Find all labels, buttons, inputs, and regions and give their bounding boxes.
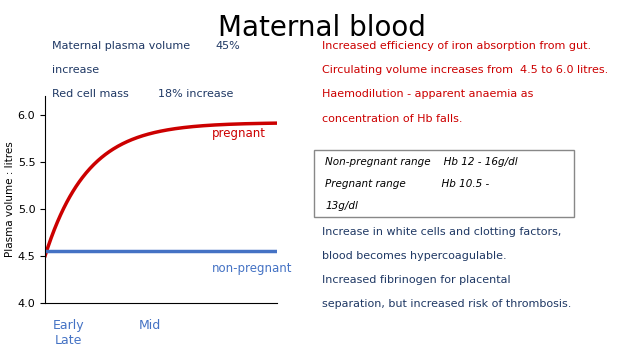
Text: pregnant: pregnant (212, 127, 266, 140)
Text: separation, but increased risk of thrombosis.: separation, but increased risk of thromb… (322, 299, 571, 309)
Text: Non-pregnant range    Hb 12 - 16g/dl: Non-pregnant range Hb 12 - 16g/dl (325, 157, 518, 166)
Text: blood becomes hypercoagulable.: blood becomes hypercoagulable. (322, 251, 507, 261)
Text: 18% increase: 18% increase (158, 89, 233, 99)
Text: Mid: Mid (138, 319, 160, 332)
Text: Maternal plasma volume: Maternal plasma volume (52, 41, 189, 51)
Text: Pregnant range           Hb 10.5 -: Pregnant range Hb 10.5 - (325, 179, 489, 189)
Text: Red cell mass: Red cell mass (52, 89, 128, 99)
Text: Increased fibrinogen for placental: Increased fibrinogen for placental (322, 275, 511, 285)
Text: Circulating volume increases from  4.5 to 6.0 litres.: Circulating volume increases from 4.5 to… (322, 65, 608, 75)
Text: concentration of Hb falls.: concentration of Hb falls. (322, 114, 462, 123)
Text: increase: increase (52, 65, 99, 75)
Text: non-pregnant: non-pregnant (212, 261, 292, 275)
Text: Increased efficiency of iron absorption from gut.: Increased efficiency of iron absorption … (322, 41, 591, 51)
Text: Early
Late: Early Late (52, 319, 84, 344)
Text: 45%: 45% (216, 41, 240, 51)
Text: Increase in white cells and clotting factors,: Increase in white cells and clotting fac… (322, 227, 562, 237)
Y-axis label: Plasma volume : litres: Plasma volume : litres (5, 142, 15, 257)
Text: 13g/dl: 13g/dl (325, 201, 358, 211)
Text: Maternal blood: Maternal blood (218, 14, 426, 42)
Text: Haemodilution - apparent anaemia as: Haemodilution - apparent anaemia as (322, 89, 533, 99)
